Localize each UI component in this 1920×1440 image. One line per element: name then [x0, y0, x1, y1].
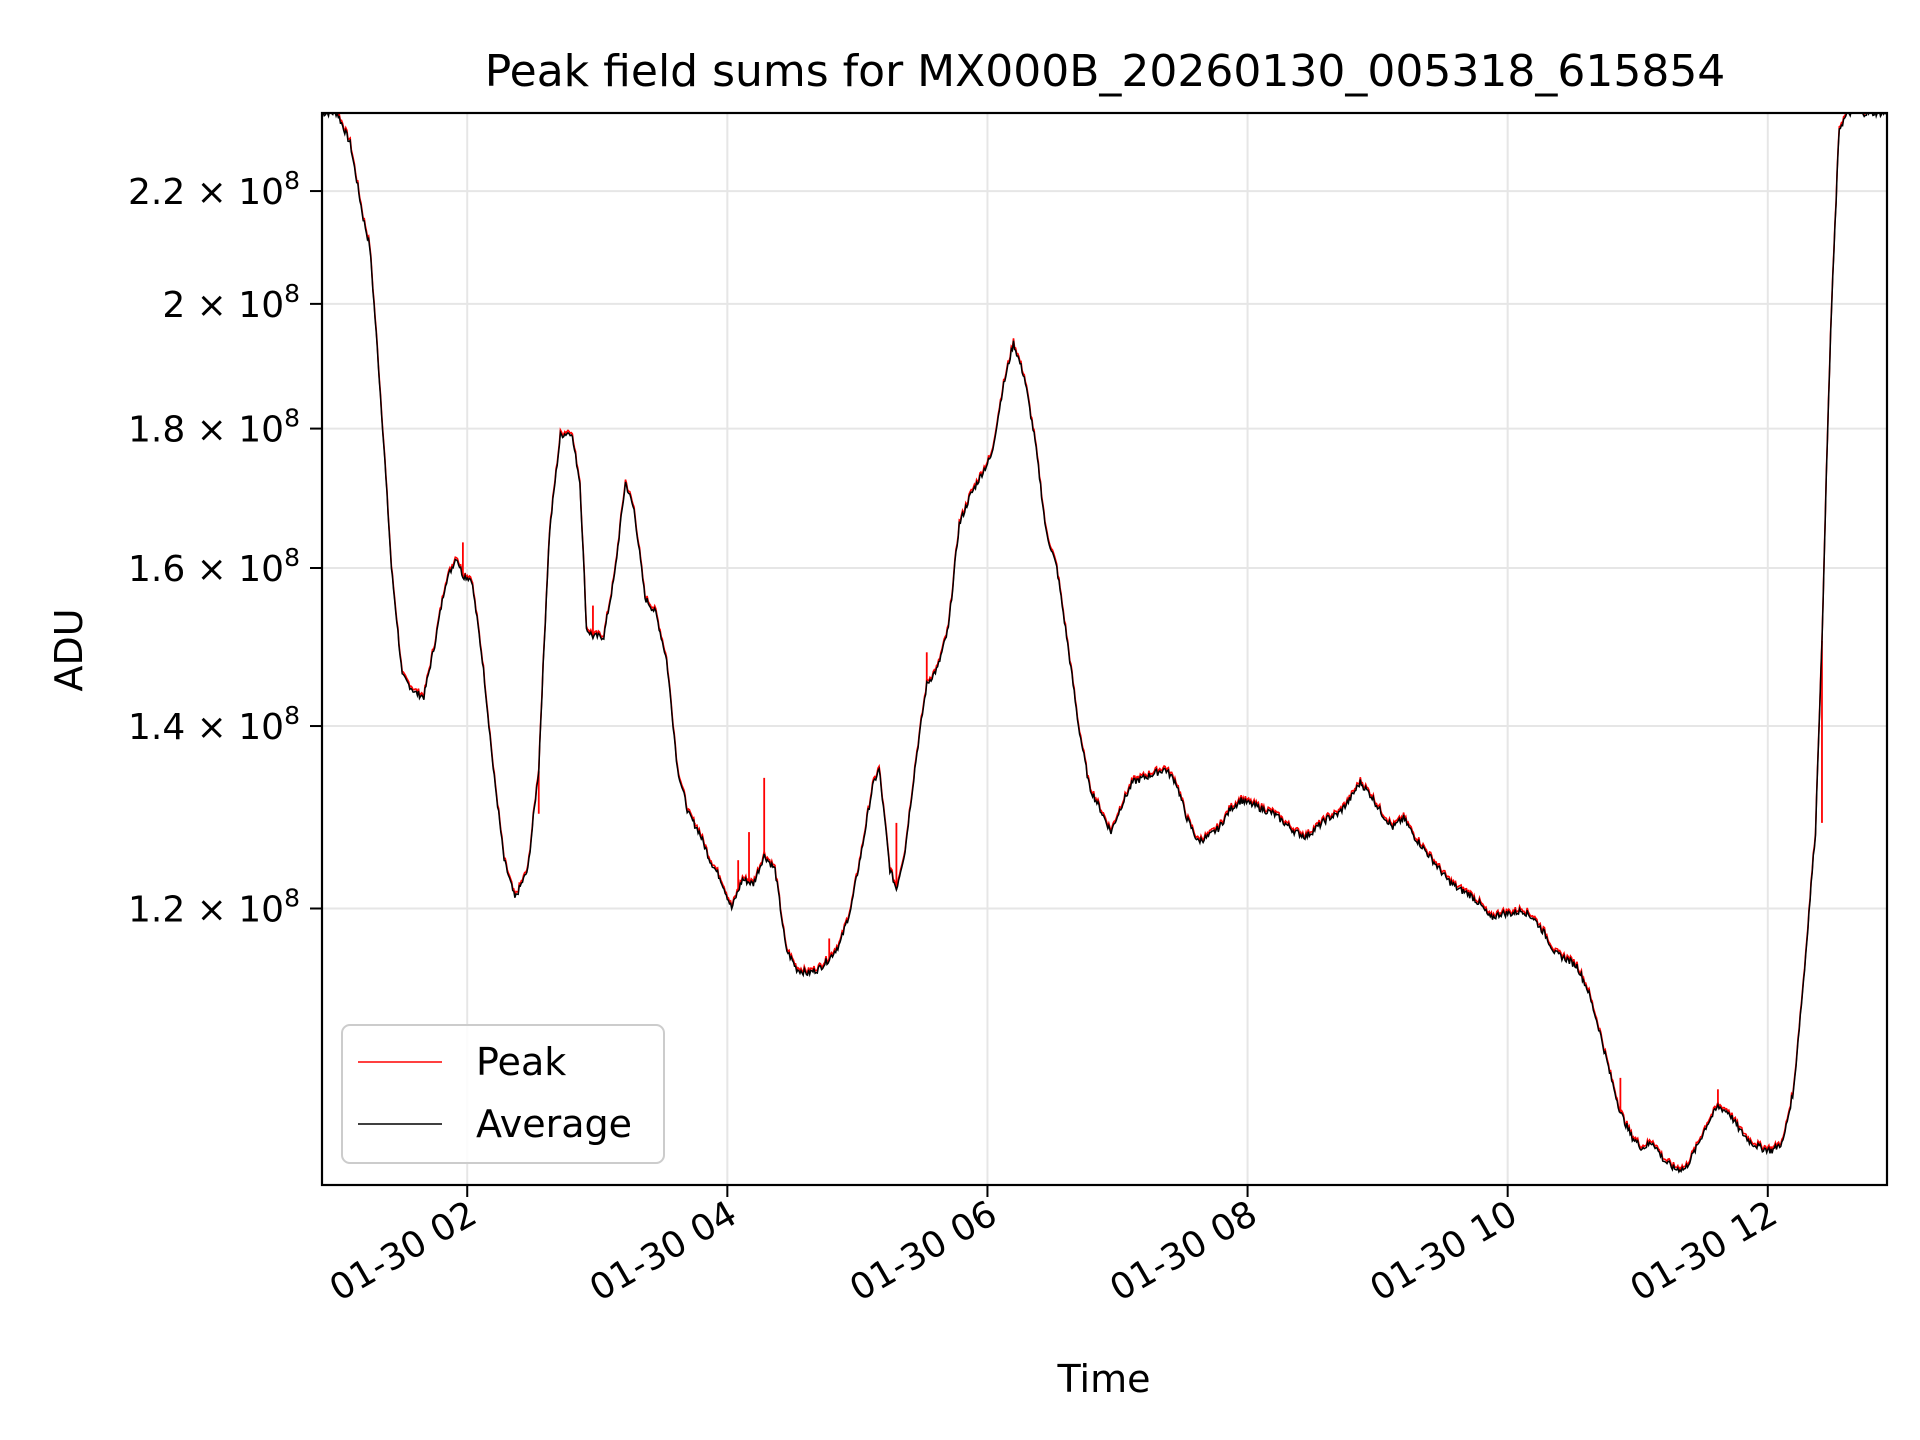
- plot-frame: [320, 111, 1889, 1187]
- legend-box: [341, 1024, 665, 1164]
- legend: Peak Average: [341, 1024, 665, 1164]
- y-tick-label: 2.2 × 108: [128, 166, 300, 213]
- y-axis-ticks: 1.2 × 108 1.4 × 108 1.6 × 108 1.8 × 108 2 × …: [128, 166, 322, 930]
- gridlines: [322, 113, 1887, 1185]
- legend-peak-label: Peak: [476, 1040, 566, 1084]
- chart-title: Peak field sums for MX000B_20260130_0053…: [485, 46, 1726, 97]
- y-tick-label: 2 × 108: [162, 279, 300, 326]
- y-tick-label: 1.4 × 108: [128, 701, 300, 748]
- legend-average-label: Average: [476, 1102, 632, 1146]
- y-tick-label: 1.2 × 108: [128, 883, 300, 930]
- y-axis-label: ADU: [47, 608, 91, 691]
- y-tick-label: 1.8 × 108: [128, 404, 300, 451]
- series-layer: [322, 113, 1887, 1174]
- x-axis-label: Time: [1057, 1357, 1151, 1401]
- y-tick-label: 1.6 × 108: [128, 543, 300, 590]
- series-average-line: [322, 113, 1887, 1174]
